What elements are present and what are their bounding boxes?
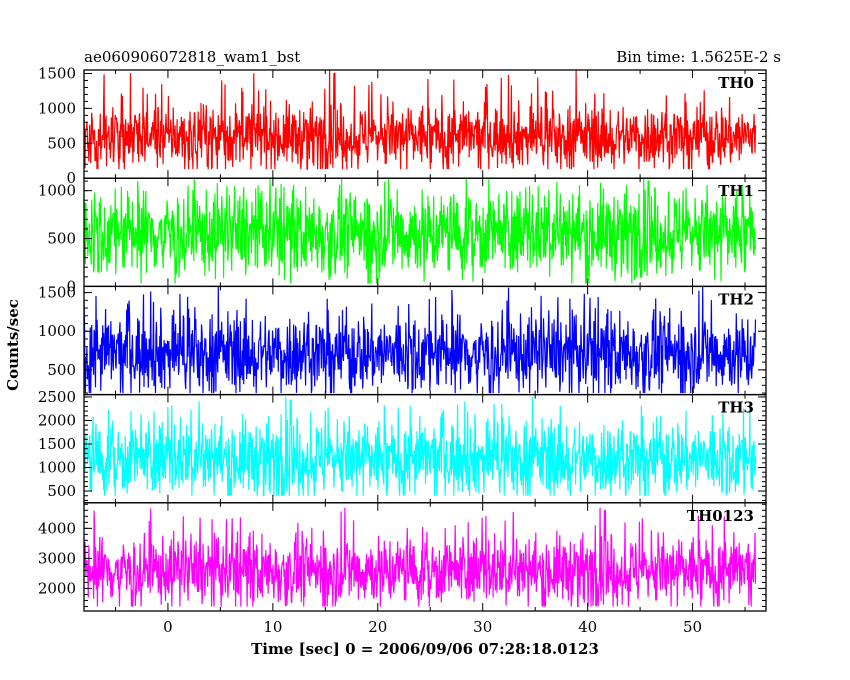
series-th0123-line bbox=[83, 507, 757, 608]
x-tick-label: 20 bbox=[368, 618, 387, 636]
y-tick-label: 4000 bbox=[38, 519, 76, 537]
series-label-th3: TH3 bbox=[718, 399, 754, 417]
y-tick-label: 500 bbox=[47, 230, 76, 248]
y-tick-label: 2000 bbox=[38, 579, 76, 597]
y-tick-label: 0 bbox=[66, 169, 76, 187]
series-th0-line bbox=[83, 70, 757, 170]
series-th2-line bbox=[83, 286, 757, 394]
y-tick-label: 1000 bbox=[38, 459, 76, 477]
y-tick-label: 2000 bbox=[38, 411, 76, 429]
y-tick-label: 3000 bbox=[38, 549, 76, 567]
x-axis-label: Time [sec] 0 = 2006/09/06 07:28:18.0123 bbox=[251, 640, 599, 658]
y-axis-label: Counts/sec bbox=[4, 299, 22, 391]
y-tick-label: 500 bbox=[47, 482, 76, 500]
y-tick-label: 1500 bbox=[38, 64, 76, 82]
panel-frame-th0123 bbox=[83, 502, 767, 612]
x-tick-label: 30 bbox=[473, 618, 492, 636]
series-label-th1: TH1 bbox=[718, 182, 754, 200]
series-label-th2: TH2 bbox=[718, 290, 754, 308]
series-label-th0: TH0 bbox=[718, 74, 754, 92]
x-tick-label: 10 bbox=[263, 618, 282, 636]
series-label-th0123: TH0123 bbox=[687, 507, 754, 525]
y-tick-label: 1500 bbox=[38, 284, 76, 302]
y-tick-label: 2500 bbox=[38, 388, 76, 406]
x-tick-label: 50 bbox=[683, 618, 702, 636]
y-tick-label: 1500 bbox=[38, 435, 76, 453]
x-tick-label: 40 bbox=[578, 618, 597, 636]
y-tick-label: 500 bbox=[47, 361, 76, 379]
y-tick-label: 500 bbox=[47, 134, 76, 152]
y-tick-label: 1000 bbox=[38, 182, 76, 200]
chart-title: ae060906072818_wam1_bst bbox=[84, 48, 300, 66]
series-th1-line bbox=[83, 178, 757, 284]
y-tick-label: 1000 bbox=[38, 99, 76, 117]
y-tick-label: 1000 bbox=[38, 322, 76, 340]
y-tick-label: 0 bbox=[66, 277, 76, 295]
bin-time-label: Bin time: 1.5625E-2 s bbox=[616, 48, 781, 66]
x-tick-label: 0 bbox=[163, 618, 173, 636]
series-th3-line bbox=[83, 397, 757, 497]
